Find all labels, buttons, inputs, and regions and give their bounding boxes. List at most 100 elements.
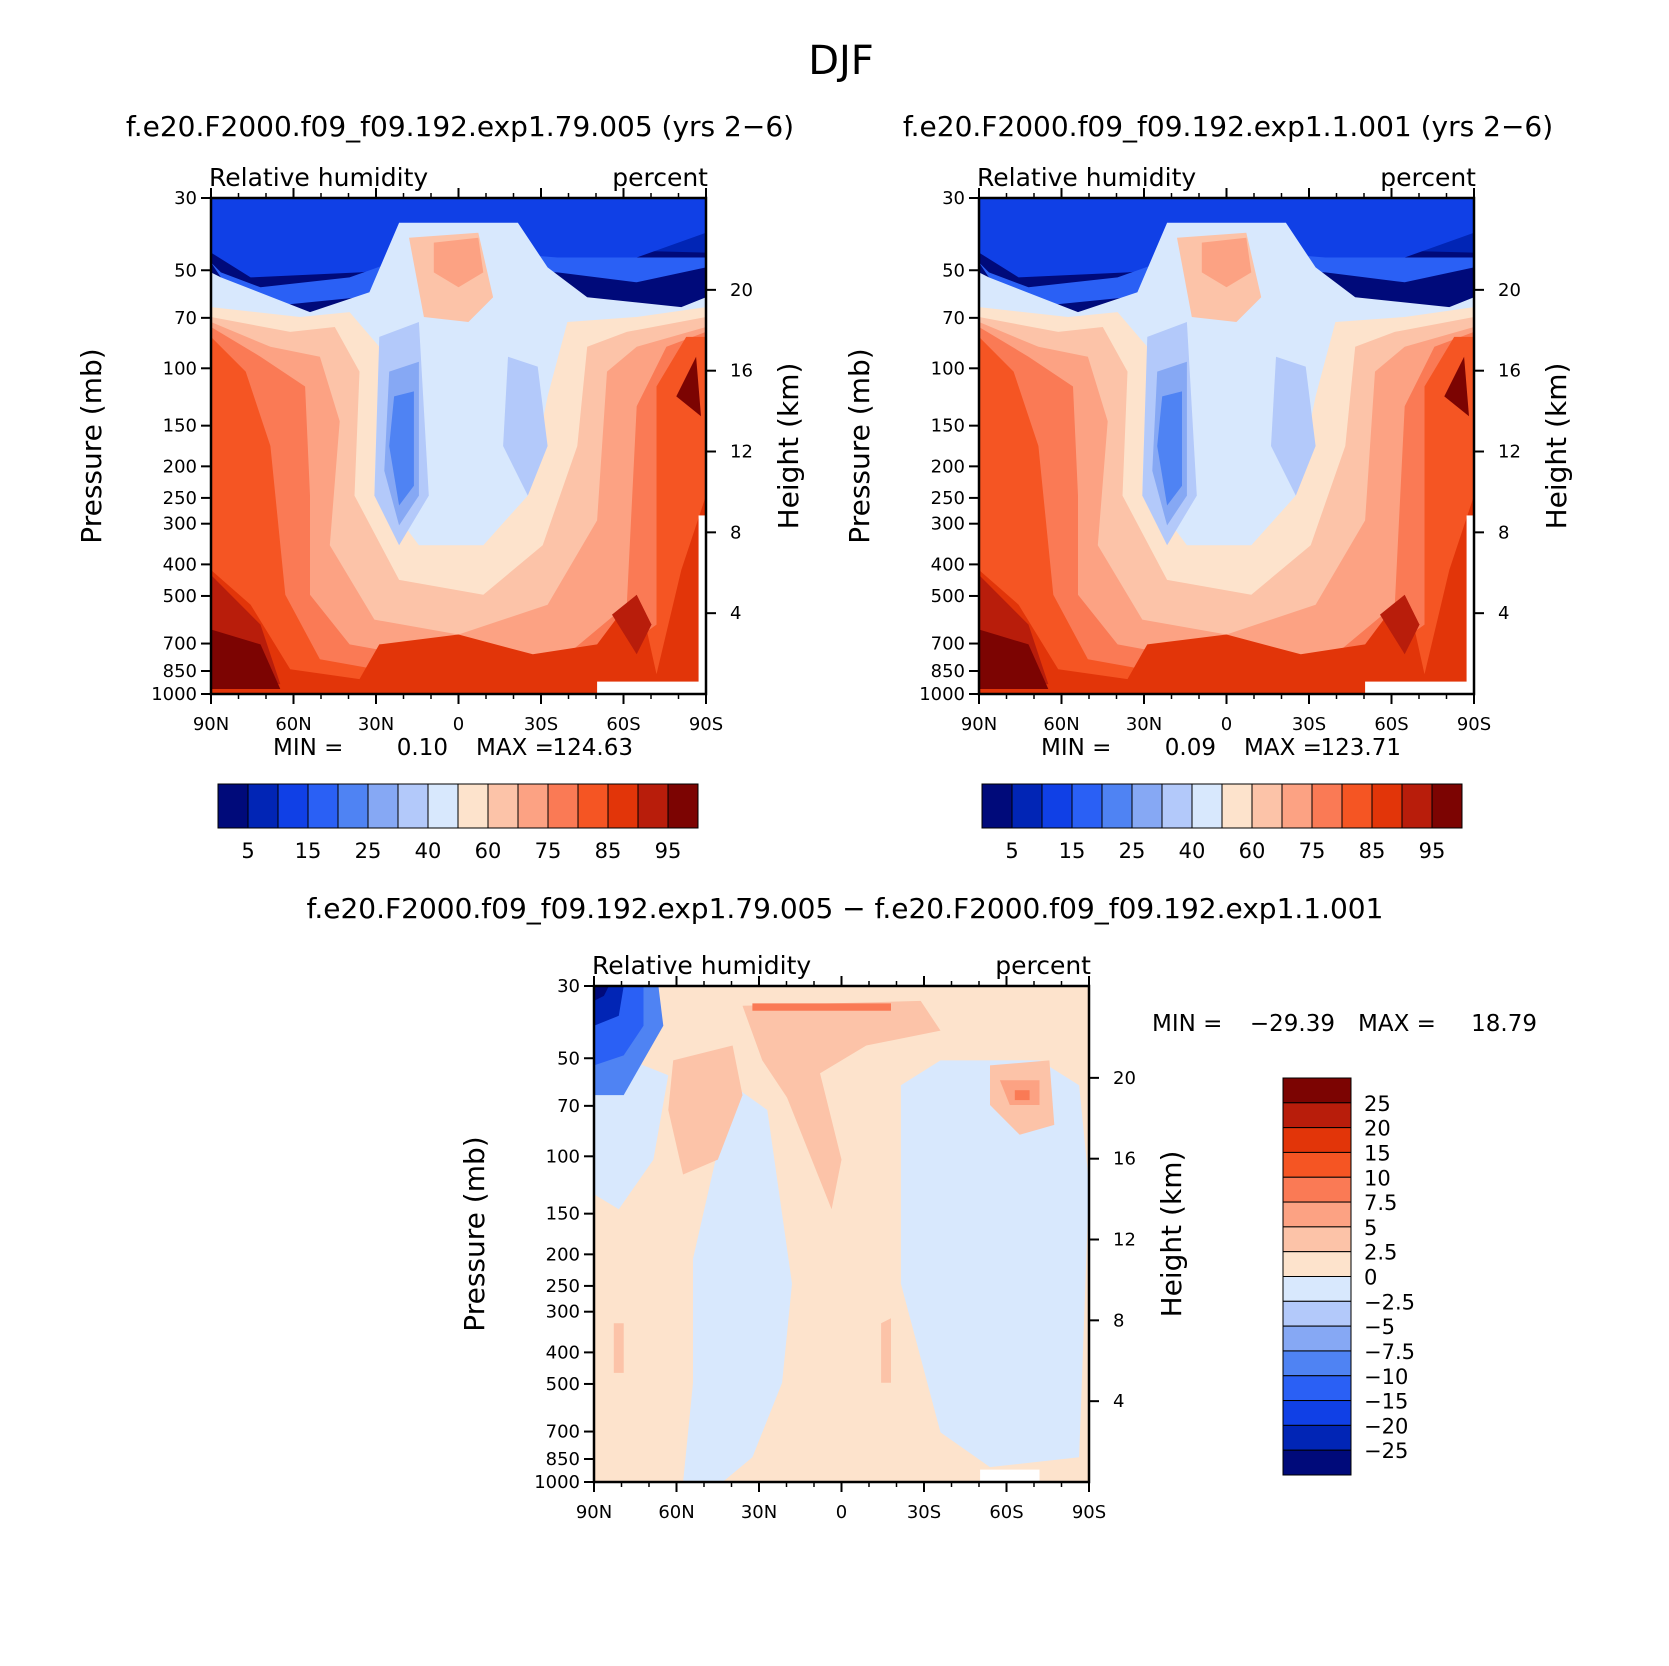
y-tick-label: 30 <box>174 188 197 209</box>
y-tick-label: 250 <box>546 1276 580 1297</box>
y-tick-label: 400 <box>163 554 197 575</box>
missing-data <box>597 681 702 694</box>
y-tick-label: 150 <box>931 416 965 437</box>
colorbar-swatch <box>1251 783 1283 829</box>
colorbar-swatch <box>667 783 699 829</box>
colorbar-swatch <box>1282 1400 1352 1426</box>
panel-title: f.e20.F2000.f09_f09.192.exp1.1.001 (yrs … <box>903 110 1553 143</box>
colorbar-swatch <box>1282 1151 1352 1178</box>
contour-region <box>881 1318 891 1383</box>
figure-title: DJF <box>808 38 874 84</box>
colorbar-swatch <box>1282 1201 1352 1228</box>
contour-region <box>389 391 414 506</box>
colorbar-label: 95 <box>655 839 682 863</box>
y-tick-label: 700 <box>931 634 965 655</box>
contour-region <box>211 322 706 694</box>
colorbar-swatch <box>1282 1127 1352 1153</box>
x-tick-label: 30S <box>1292 714 1326 735</box>
colorbar-label: 5 <box>1005 839 1018 863</box>
colorbar-swatch <box>1131 783 1163 829</box>
y-right-tick-label: 16 <box>1113 1149 1136 1170</box>
colorbar-label: 40 <box>1179 839 1206 863</box>
colorbar-swatch <box>1282 1251 1352 1277</box>
colorbar-label: 25 <box>1364 1092 1391 1116</box>
colorbar-swatch <box>547 783 579 829</box>
y-right-tick-label: 12 <box>1498 442 1521 463</box>
panel-1: f.e20.F2000.f09_f09.192.exp1.79.005 (yrs… <box>75 110 805 863</box>
colorbar-label: 5 <box>241 839 254 863</box>
contour-region <box>594 986 609 1001</box>
colorbar-swatch <box>457 783 489 829</box>
colorbar-label: 75 <box>535 839 562 863</box>
colorbar-label: 85 <box>1359 839 1386 863</box>
variable-label: Relative humidity <box>592 951 811 980</box>
contour-region <box>900 1060 1089 1468</box>
colorbar-swatch <box>1011 783 1043 829</box>
colorbar-swatch <box>637 783 669 829</box>
contour-region <box>1444 356 1469 417</box>
y-tick-label: 500 <box>163 586 197 607</box>
colorbar-label: 2.5 <box>1364 1241 1397 1265</box>
colorbar-swatch <box>1311 783 1343 829</box>
contour-region <box>979 247 1474 308</box>
contour-region <box>612 594 652 655</box>
contour-region <box>979 629 1049 689</box>
contour-region <box>433 237 484 288</box>
panel-title: f.e20.F2000.f09_f09.192.exp1.79.005 (yrs… <box>126 110 794 143</box>
contour-region <box>1380 594 1420 655</box>
y-right-tick-label: 20 <box>1113 1068 1136 1089</box>
x-tick-label: 30N <box>358 714 394 735</box>
x-tick-label: 60N <box>275 714 311 735</box>
y-tick-label: 300 <box>163 514 197 535</box>
colorbar-swatch <box>247 783 279 829</box>
y-tick-label: 400 <box>546 1342 580 1363</box>
y-axis-title: Pressure (mb) <box>458 1136 491 1331</box>
colorbar-swatch <box>1282 1449 1352 1476</box>
colorbar-label: 95 <box>1419 839 1446 863</box>
colorbar: 5 15 25 40 60 75 85 95 <box>981 783 1463 863</box>
contour-field <box>979 198 1474 694</box>
colorbar-label: −5 <box>1364 1315 1395 1339</box>
y-tick-label: 30 <box>942 188 965 209</box>
colorbar-swatch <box>1191 783 1223 829</box>
x-tick-label: 30S <box>907 1502 941 1523</box>
colorbar-label: −25 <box>1364 1439 1408 1463</box>
y-tick-label: 200 <box>163 456 197 477</box>
x-tick-label: 90S <box>1072 1502 1106 1523</box>
colorbar-swatch <box>1371 783 1403 829</box>
y-tick-label: 100 <box>163 358 197 379</box>
x-tick-label: 60S <box>989 1502 1023 1523</box>
x-tick-label: 90S <box>1457 714 1491 735</box>
colorbar-swatch <box>1282 1350 1352 1377</box>
colorbar-swatch <box>1282 1077 1352 1104</box>
colorbar-label: 25 <box>355 839 382 863</box>
y-right-tick-label: 4 <box>1498 603 1509 624</box>
units-label: percent <box>995 951 1091 980</box>
max-label: MAX = <box>476 735 554 761</box>
x-tick-label: 0 <box>836 1502 847 1523</box>
y-tick-label: 150 <box>163 416 197 437</box>
y-tick-label: 70 <box>557 1096 580 1117</box>
y-right-tick-label: 4 <box>1113 1391 1124 1412</box>
min-value: 0.10 <box>397 735 448 761</box>
colorbar-label: −2.5 <box>1364 1290 1415 1314</box>
x-tick-label: 60S <box>1374 714 1408 735</box>
y-right-tick-label: 12 <box>730 442 753 463</box>
y-tick-label: 500 <box>546 1374 580 1395</box>
y-tick-label: 250 <box>931 488 965 509</box>
colorbar-label: 15 <box>1364 1141 1391 1165</box>
panel-2: f.e20.F2000.f09_f09.192.exp1.1.001 (yrs … <box>843 110 1573 863</box>
contour-region <box>1201 237 1252 288</box>
contour-region <box>503 356 548 496</box>
colorbar-label: 25 <box>1119 839 1146 863</box>
y-tick-label: 30 <box>557 976 580 997</box>
panel-title: f.e20.F2000.f09_f09.192.exp1.79.005 − f.… <box>307 892 1384 925</box>
x-tick-label: 90S <box>689 714 723 735</box>
min-label: MIN = <box>1041 735 1111 761</box>
colorbar-label: 75 <box>1299 839 1326 863</box>
colorbar-label: 85 <box>595 839 622 863</box>
x-tick-label: 60N <box>658 1502 694 1523</box>
y-right-axis-title: Height (km) <box>772 363 805 530</box>
min-label: MIN = <box>1152 1011 1222 1037</box>
